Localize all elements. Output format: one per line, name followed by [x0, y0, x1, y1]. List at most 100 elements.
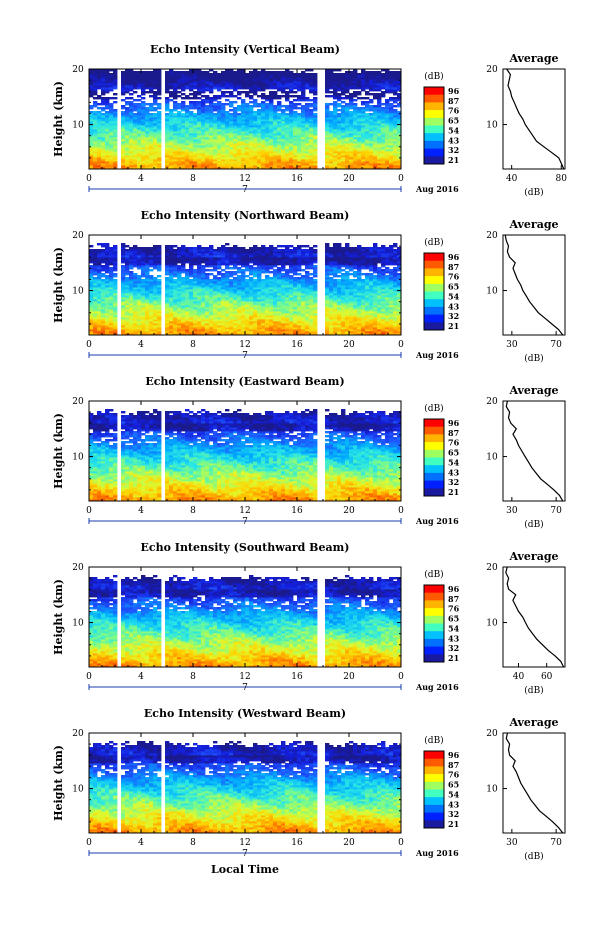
- heatmap-cell: [121, 133, 126, 136]
- heatmap-cell: [217, 135, 222, 138]
- heatmap-cell: [269, 115, 274, 118]
- heatmap-cell: [253, 87, 258, 90]
- heatmap-cell: [373, 137, 378, 140]
- heatmap-cell: [109, 83, 114, 86]
- heatmap-cell: [265, 167, 270, 170]
- heatmap-cell: [197, 107, 202, 110]
- heatmap-cell: [385, 119, 390, 122]
- heatmap-cell: [97, 75, 102, 78]
- heatmap-cell: [269, 143, 274, 146]
- heatmap-cell: [113, 279, 118, 282]
- heatmap-cell: [373, 107, 378, 110]
- heatmap-cell: [137, 119, 142, 122]
- heatmap-cell: [261, 163, 266, 166]
- heatmap-cell: [205, 115, 210, 118]
- heatmap-cell: [213, 107, 218, 110]
- heatmap-cell: [389, 141, 394, 144]
- heatmap-cell: [257, 131, 262, 134]
- heatmap-cell: [185, 73, 190, 76]
- heatmap-cell: [177, 111, 182, 114]
- heatmap-cell: [157, 121, 162, 124]
- heatmap-cell: [165, 245, 170, 248]
- heatmap-cell: [97, 121, 102, 124]
- heatmap-cell: [357, 123, 362, 126]
- heatmap-cell: [101, 77, 106, 80]
- heatmap-cell: [181, 71, 186, 74]
- heatmap-cell: [285, 147, 290, 150]
- heatmap-cell: [233, 119, 238, 122]
- heatmap-cell: [309, 117, 314, 120]
- heatmap-cell: [137, 123, 142, 126]
- heatmap-cell: [281, 89, 286, 92]
- heatmap-cell: [213, 135, 218, 138]
- heatmap-cell: [157, 123, 162, 126]
- heatmap-cell: [241, 111, 246, 114]
- heatmap-cell: [113, 85, 118, 88]
- heatmap-cell: [285, 113, 290, 116]
- heatmap-cell: [193, 129, 198, 132]
- heatmap-cell: [93, 91, 98, 94]
- heatmap-cell: [237, 143, 242, 146]
- heatmap-cell: [249, 105, 254, 108]
- heatmap-cell: [397, 111, 402, 114]
- heatmap-cell: [121, 137, 126, 140]
- heatmap-cell: [97, 115, 102, 118]
- heatmap-cell: [345, 121, 350, 124]
- heatmap-cell: [369, 105, 374, 108]
- heatmap-cell: [185, 71, 190, 74]
- heatmap-cell: [285, 129, 290, 132]
- heatmap-cell: [333, 75, 338, 78]
- heatmap-cell: [309, 131, 314, 134]
- heatmap-cell: [269, 111, 274, 114]
- heatmap-cell: [349, 127, 354, 130]
- heatmap-cell: [149, 107, 154, 110]
- heatmap-cell: [309, 149, 314, 152]
- heatmap-cell: [365, 149, 370, 152]
- heatmap-cell: [185, 139, 190, 142]
- heatmap-cell: [393, 149, 398, 152]
- heatmap-cell: [397, 147, 402, 150]
- heatmap-cell: [369, 71, 374, 74]
- heatmap-cell: [197, 123, 202, 126]
- heatmap-cell: [145, 135, 150, 138]
- heatmap-cell: [261, 123, 266, 126]
- heatmap-cell: [381, 157, 386, 160]
- heatmap-cell: [249, 167, 254, 170]
- heatmap-cell: [369, 109, 374, 112]
- heatmap-cell: [341, 157, 346, 160]
- heatmap-cell: [241, 127, 246, 130]
- heatmap-cell: [305, 79, 310, 82]
- heatmap-cell: [229, 79, 234, 82]
- heatmap-cell: [361, 167, 366, 170]
- heatmap-cell: [257, 87, 262, 90]
- heatmap-cell: [145, 79, 150, 82]
- heatmap-cell: [213, 75, 218, 78]
- heatmap-cell: [237, 119, 242, 122]
- heatmap-cell: [205, 131, 210, 134]
- heatmap-cell: [169, 145, 174, 148]
- heatmap-cell: [221, 127, 226, 130]
- heatmap-cell: [257, 117, 262, 120]
- heatmap-cell: [257, 129, 262, 132]
- heatmap-cell: [141, 127, 146, 130]
- heatmap-cell: [293, 139, 298, 142]
- heatmap-cell: [393, 147, 398, 150]
- heatmap-cell: [325, 123, 330, 126]
- heatmap-cell: [253, 147, 258, 150]
- heatmap-cell: [249, 165, 254, 168]
- heatmap-cell: [333, 159, 338, 162]
- heatmap-cell: [285, 145, 290, 148]
- colorbar-tick-label: 96: [448, 86, 460, 96]
- heatmap-cell: [145, 75, 150, 78]
- heatmap-cell: [185, 159, 190, 162]
- heatmap-cell: [229, 157, 234, 160]
- heatmap-cell: [273, 83, 278, 86]
- heatmap-cell: [261, 81, 266, 84]
- heatmap-cell: [101, 91, 106, 94]
- heatmap-cell: [221, 83, 226, 86]
- heatmap-cell: [345, 107, 350, 110]
- heatmap-cell: [333, 117, 338, 120]
- heatmap-cell: [305, 85, 310, 88]
- heatmap-cell: [289, 105, 294, 108]
- heatmap-cell: [377, 147, 382, 150]
